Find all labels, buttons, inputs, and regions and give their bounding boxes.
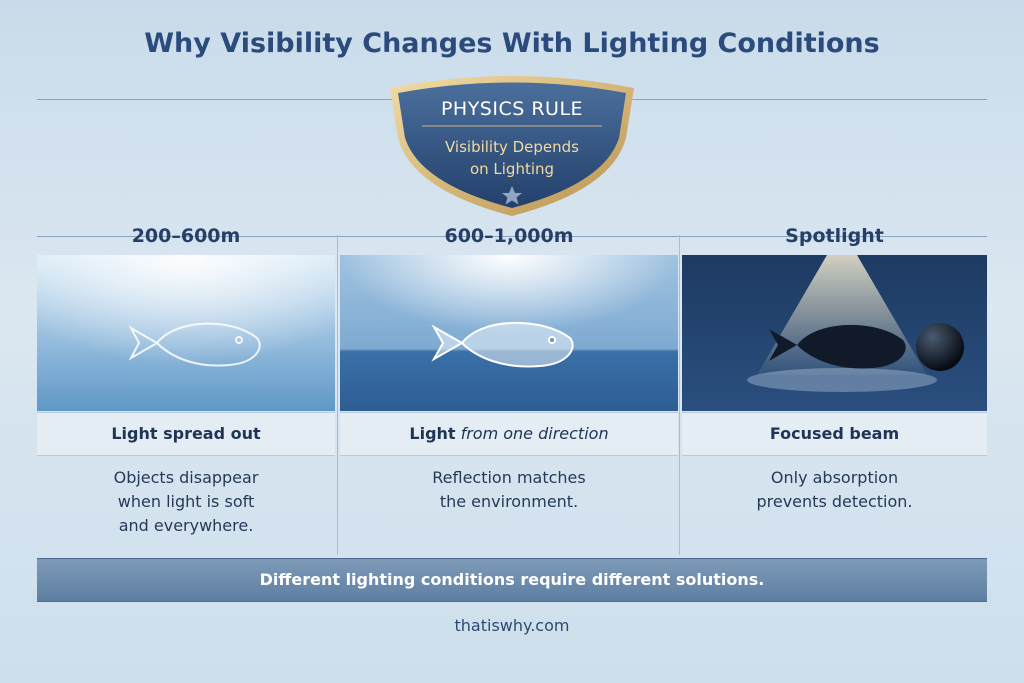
column-description: Reflection matches the environment.	[340, 466, 678, 514]
footer: thatiswhy.com	[454, 616, 570, 635]
column-separator	[337, 235, 338, 555]
badge-line: on Lighting	[469, 160, 555, 178]
description-line: and everywhere.	[118, 516, 254, 535]
badge-line: Visibility Depends	[444, 138, 579, 156]
scene-image	[340, 255, 678, 411]
column-description: Objects disappear when light is soft and…	[37, 466, 335, 538]
badge-shield	[390, 76, 634, 216]
column-caption: Focused beam	[682, 412, 987, 456]
description-line: Objects disappear	[113, 468, 259, 487]
title: Why Visibility Changes With Lighting Con…	[144, 28, 880, 59]
scene-image	[37, 255, 335, 411]
badge-text: Visibility Depends on Lighting	[382, 136, 642, 180]
caption-text: Light	[409, 424, 456, 443]
column-separator	[679, 235, 680, 555]
description-line: prevents detection.	[756, 492, 913, 511]
description-line: Only absorption	[770, 468, 899, 487]
banner: Different lighting conditions require di…	[37, 558, 987, 602]
column-caption: Light from one direction	[340, 412, 678, 456]
description-line: when light is soft	[117, 492, 255, 511]
column-description: Only absorption prevents detection.	[682, 466, 987, 514]
scene-image	[682, 255, 987, 411]
column-heading: 200–600m	[131, 225, 241, 247]
column-heading: Spotlight	[785, 225, 884, 247]
divider	[37, 236, 987, 237]
caption-emphasis: from one direction	[460, 424, 609, 443]
column-caption: Light spread out	[37, 412, 335, 456]
badge-label: PHYSICS RULE	[440, 98, 584, 120]
description-line: the environment.	[439, 492, 579, 511]
column-heading: 600–1,000m	[444, 225, 574, 247]
description-line: Reflection matches	[432, 468, 586, 487]
